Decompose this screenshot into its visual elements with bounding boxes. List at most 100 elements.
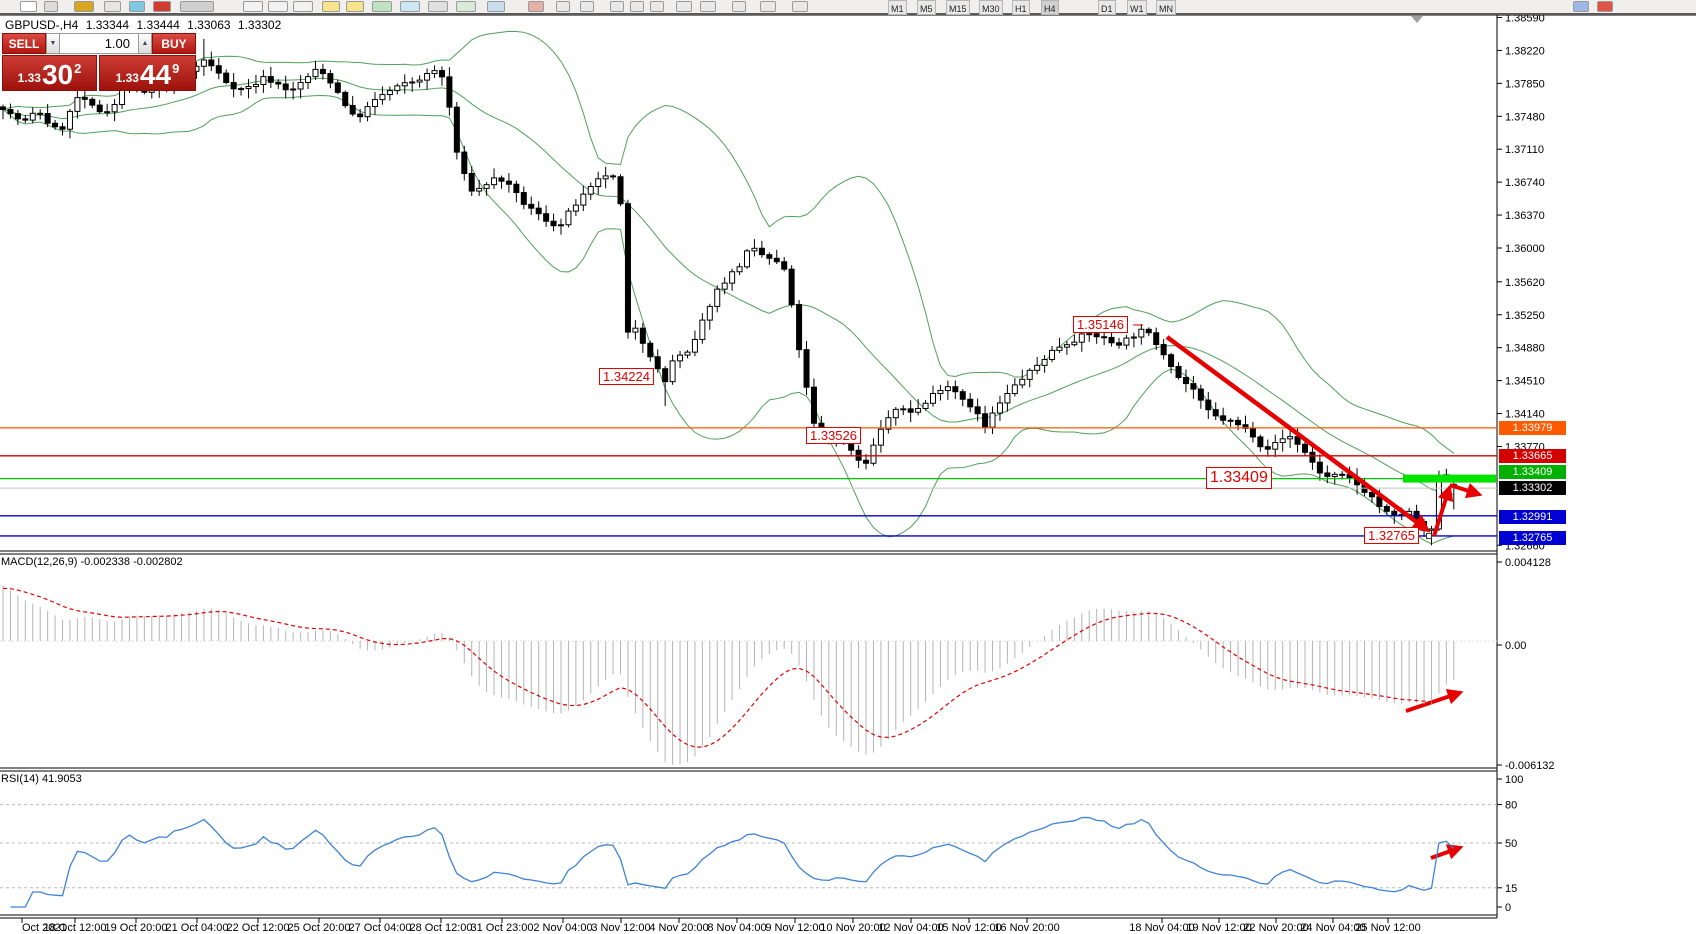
text-label-icon[interactable] [732,1,746,12]
svg-text:18 Oct 12:00: 18 Oct 12:00 [44,922,107,934]
svg-text:0: 0 [1505,902,1511,914]
vertical-line-icon[interactable] [610,1,624,12]
chat-icon[interactable] [1597,1,1613,12]
resistance-zone[interactable] [1403,474,1496,483]
horizontal-lines[interactable] [0,427,1497,539]
svg-text:1.37110: 1.37110 [1505,144,1544,156]
timeframe-button-M15[interactable]: M15 [946,0,970,15]
timeframe-button-M30[interactable]: M30 [979,0,1003,15]
indicators-icon[interactable] [487,1,505,12]
timeframe-button-H4[interactable]: H4 [1041,0,1059,15]
svg-text:31 Oct 23:00: 31 Oct 23:00 [471,922,534,934]
svg-text:1.34510: 1.34510 [1505,376,1545,388]
one-click-trading-panel: SELL ▼ ▲ BUY 1.33 30 2 1.33 44 9 [2,33,196,91]
hline-handle [1426,532,1432,539]
svg-text:25 Nov 12:00: 25 Nov 12:00 [1355,922,1420,934]
svg-text:27 Oct 04:00: 27 Oct 04:00 [349,922,412,934]
sell-price-pips: 30 [41,59,74,90]
svg-text:21 Oct 04:00: 21 Oct 04:00 [166,922,229,934]
timeframe-button-MN[interactable]: MN [1156,0,1176,15]
shapes-icon[interactable] [760,1,776,12]
macd-label: MACD(12,26,9) -0.002338 -0.002802 [1,556,183,568]
crosshair-icon[interactable] [580,1,594,12]
ohlc-high: 1.33444 [136,18,180,32]
timeframe-button-M5[interactable]: M5 [917,0,936,15]
trend-annotations[interactable] [1165,335,1483,860]
price-annotation-1.33526[interactable]: 1.33526 [806,427,861,444]
downtrend-arrow [1165,335,1431,533]
svg-text:25 Oct 20:00: 25 Oct 20:00 [288,922,351,934]
market-watch-icon[interactable] [180,1,214,12]
svg-text:15 Nov 12:00: 15 Nov 12:00 [936,922,1001,934]
svg-text:1.34880: 1.34880 [1505,343,1545,355]
terminal-icon[interactable] [428,1,448,12]
news-icon[interactable] [129,1,145,12]
buy-price-major: 1.33 [115,71,139,85]
cursor-icon[interactable] [556,1,570,12]
zoom-out-icon[interactable] [346,1,364,12]
sell-price-panel[interactable]: 1.33 30 2 [2,55,97,91]
new-chart-icon[interactable] [20,1,37,12]
favorites-icon[interactable] [528,1,544,12]
volume-input[interactable] [60,33,138,54]
mail-icon[interactable] [104,1,121,12]
svg-text:28 Oct 12:00: 28 Oct 12:00 [410,922,473,934]
svg-text:1.36000: 1.36000 [1505,243,1545,255]
profiles-icon[interactable] [44,1,58,12]
svg-text:1.35250: 1.35250 [1505,310,1545,322]
alerts-icon[interactable] [153,1,171,12]
sell-button[interactable]: SELL [2,33,46,54]
svg-text:4 Nov 20:00: 4 Nov 20:00 [649,922,708,934]
tile-windows-icon[interactable] [372,1,392,12]
svg-text:2 Nov 04:00: 2 Nov 04:00 [533,922,592,934]
svg-text:-0.006132: -0.006132 [1505,760,1555,772]
candlestick-chart-icon[interactable] [268,1,288,12]
timeframe-button-H1[interactable]: H1 [1012,0,1030,15]
horizontal-line-icon[interactable] [630,1,644,12]
svg-text:19 Nov 12:00: 19 Nov 12:00 [1186,922,1251,934]
price-annotation-1.33409[interactable]: 1.33409 [1206,467,1272,489]
rejection-arrow [1449,482,1483,499]
top-toolbar: M1 M5 M15 M30 H1 H4 D1 W1 MN [0,0,1696,15]
timeframe-button-W1[interactable]: W1 [1127,0,1147,15]
navigator-icon[interactable] [400,1,420,12]
volume-increase-button[interactable]: ▲ [138,33,152,54]
volume-decrease-button[interactable]: ▼ [46,33,60,54]
buy-price-panel[interactable]: 1.33 44 9 [99,55,196,91]
svg-text:16 Nov 20:00: 16 Nov 20:00 [994,922,1059,934]
zoom-in-icon[interactable] [322,1,340,12]
svg-text:8 Nov 04:00: 8 Nov 04:00 [707,922,766,934]
svg-text:3 Nov 12:00: 3 Nov 12:00 [591,922,650,934]
svg-text:80: 80 [1505,800,1517,812]
price-badge-1.33665: 1.33665 [1499,449,1566,463]
svg-text:19 Oct 20:00: 19 Oct 20:00 [105,922,168,934]
ohlc-close: 1.33302 [237,18,282,32]
price-badge-1.33302: 1.33302 [1499,481,1566,495]
svg-text:9 Nov 12:00: 9 Nov 12:00 [765,922,824,934]
arrows-icon[interactable] [792,1,808,12]
price-annotation-1.35146[interactable]: 1.35146 [1073,316,1128,333]
svg-text:10 Nov 20:00: 10 Nov 20:00 [820,922,885,934]
fibonacci-icon[interactable] [700,1,716,12]
price-annotation-1.32765[interactable]: 1.32765 [1364,527,1419,544]
new-order-icon[interactable] [74,1,94,12]
strategy-tester-icon[interactable] [456,1,476,12]
macd-panel [0,585,1497,765]
buy-button[interactable]: BUY [152,33,196,54]
channel-icon[interactable] [676,1,692,12]
svg-text:0.004128: 0.004128 [1505,557,1551,569]
timeframe-button-M1[interactable]: M1 [888,0,907,15]
trendline-icon[interactable] [650,1,664,12]
bar-chart-icon[interactable] [243,1,263,12]
sell-price-major: 1.33 [17,71,41,85]
svg-text:1.38590: 1.38590 [1505,12,1545,24]
timeframe-button-D1[interactable]: D1 [1098,0,1116,15]
line-chart-icon[interactable] [293,1,313,12]
rsi-arrow [1430,844,1464,860]
price-annotation-1.34224[interactable]: 1.34224 [599,368,654,385]
pencil-icon[interactable] [1573,1,1589,12]
price-axis[interactable]: 1.38590 1.38220 1.37850 1.37480 1.37110 1.367… [1497,12,1555,914]
